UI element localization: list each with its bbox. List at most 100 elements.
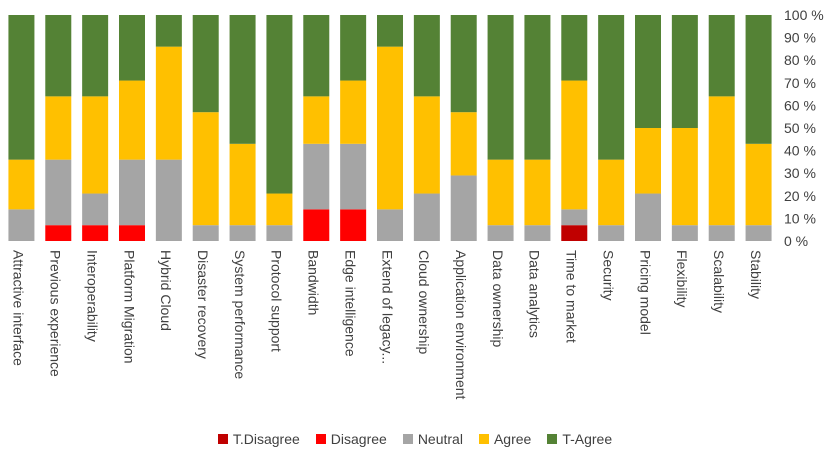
- bar-agree-10: [377, 46, 403, 210]
- bar-t-agree-1: [45, 15, 72, 97]
- x-tick-label: System performance: [232, 250, 248, 379]
- bar-agree-13: [487, 159, 514, 226]
- bar-t-agree-5: [192, 15, 219, 113]
- bar-t-agree-15: [561, 15, 588, 81]
- x-tick-label: Bandwidth: [306, 250, 322, 315]
- bar-neutral-18: [671, 225, 698, 241]
- bar-disagree-1: [45, 225, 72, 241]
- bar-disagree-2: [82, 225, 109, 241]
- bar-agree-7: [266, 193, 293, 226]
- bar-neutral-0: [8, 209, 35, 241]
- bar-disagree-3: [119, 225, 145, 241]
- bar-agree-20: [745, 143, 772, 226]
- legend-swatch: [547, 434, 558, 444]
- legend-label: T-Agree: [562, 431, 613, 447]
- y-tick-label: 10 %: [784, 210, 816, 226]
- y-tick-label: 30 %: [784, 165, 816, 181]
- x-tick-label: Interoperability: [84, 250, 100, 342]
- legend-item: T-Agree: [547, 431, 612, 447]
- y-tick-label: 0 %: [784, 233, 808, 249]
- bar-agree-19: [708, 96, 735, 226]
- bar-t-agree-7: [266, 15, 293, 194]
- legend-label: Agree: [493, 431, 532, 447]
- bar-t-agree-4: [155, 15, 182, 47]
- bar-neutral-20: [745, 225, 772, 241]
- bar-agree-18: [671, 128, 698, 226]
- bar-neutral-2: [82, 193, 109, 226]
- legend-swatch: [402, 434, 413, 444]
- legend-swatch: [217, 434, 228, 444]
- bars-group: [8, 15, 772, 241]
- bar-agree-1: [45, 96, 72, 160]
- bar-neutral-11: [413, 193, 440, 241]
- bar-t-agree-12: [450, 15, 477, 113]
- bar-t-disagree-15: [561, 225, 588, 241]
- bar-neutral-10: [377, 209, 403, 241]
- bar-neutral-6: [229, 225, 256, 241]
- bar-agree-15: [561, 80, 588, 210]
- x-tick-label: Platform Migration: [121, 250, 137, 364]
- x-tick-label: Security: [600, 250, 616, 301]
- bar-neutral-4: [155, 159, 182, 241]
- bar-agree-0: [8, 159, 35, 210]
- x-tick-label: Attractive interface: [11, 250, 27, 366]
- legend-item: T.Disagree: [217, 431, 300, 447]
- legend-item: Neutral: [402, 431, 463, 447]
- y-tick-label: 50 %: [784, 120, 816, 136]
- legend-label: Disagree: [330, 431, 387, 447]
- y-axis: 0 % 10 % 20 % 30 % 40 % 50 % 60 % 70 % 80 % 90 % 1…: [784, 7, 824, 249]
- bar-neutral-15: [561, 209, 588, 226]
- bar-agree-5: [192, 112, 219, 226]
- legend-label: T.Disagree: [232, 431, 300, 447]
- bar-t-agree-11: [413, 15, 440, 97]
- x-tick-label: Data analytics: [527, 250, 543, 338]
- bar-agree-14: [524, 159, 551, 226]
- bar-t-agree-9: [340, 15, 367, 81]
- x-tick-label: Data ownership: [490, 250, 506, 347]
- x-tick-label: Flexibility: [674, 250, 690, 308]
- x-tick-label: Application environment: [453, 250, 469, 400]
- bar-neutral-19: [708, 225, 735, 241]
- bar-neutral-13: [487, 225, 514, 241]
- y-tick-label: 90 %: [784, 30, 816, 46]
- legend: T.Disagree Disagree Neutral Agree T-Agree: [0, 431, 830, 447]
- bar-agree-8: [303, 96, 330, 144]
- x-axis-labels: Attractive interface Previous experience I…: [11, 250, 764, 400]
- bar-t-agree-6: [229, 15, 256, 144]
- y-tick-label: 40 %: [784, 143, 816, 159]
- x-tick-label: Disaster recovery: [195, 250, 211, 359]
- bar-agree-12: [450, 112, 477, 176]
- bar-neutral-17: [635, 193, 661, 241]
- y-tick-label: 100 %: [784, 7, 824, 23]
- y-tick-label: 20 %: [784, 188, 816, 204]
- bar-neutral-8: [303, 143, 330, 210]
- legend-swatch: [315, 434, 326, 444]
- x-tick-label: Pricing model: [637, 250, 653, 335]
- legend-item: Disagree: [315, 431, 387, 447]
- bar-neutral-7: [266, 225, 293, 241]
- x-tick-label: Cloud ownership: [416, 250, 432, 354]
- bar-t-agree-13: [487, 15, 514, 160]
- bar-neutral-14: [524, 225, 551, 241]
- bar-neutral-9: [340, 143, 367, 210]
- y-tick-label: 70 %: [784, 75, 816, 91]
- bar-t-agree-0: [8, 15, 35, 160]
- bar-t-agree-18: [671, 15, 698, 128]
- bar-agree-2: [82, 96, 109, 194]
- bar-t-agree-16: [598, 15, 625, 160]
- bar-t-agree-19: [708, 15, 735, 97]
- bar-t-agree-2: [82, 15, 109, 97]
- x-tick-label: Stability: [748, 250, 764, 299]
- y-tick-label: 80 %: [784, 52, 816, 68]
- bar-t-agree-20: [745, 15, 772, 144]
- bar-disagree-8: [303, 209, 330, 241]
- bar-disagree-9: [340, 209, 367, 241]
- legend-item: Agree: [478, 431, 532, 447]
- bar-neutral-16: [598, 225, 625, 241]
- bar-agree-17: [635, 128, 661, 194]
- bar-agree-9: [340, 80, 367, 144]
- bar-t-agree-3: [119, 15, 145, 81]
- x-tick-label: Protocol support: [269, 250, 285, 352]
- bar-neutral-5: [192, 225, 219, 241]
